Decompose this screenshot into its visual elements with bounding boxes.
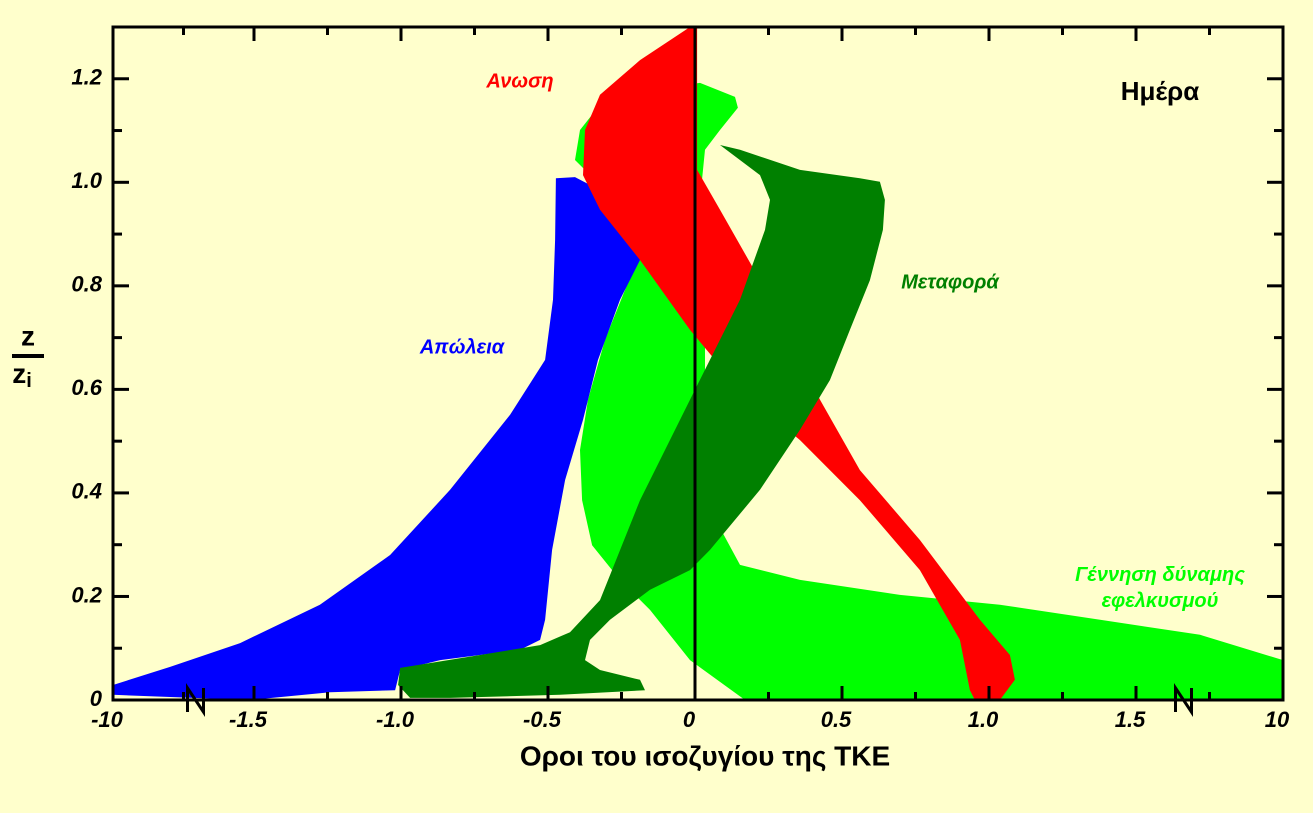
annotation: Ημέρα — [1121, 76, 1199, 106]
y-tick-label: 1.0 — [71, 168, 102, 193]
x-tick-label: 0.5 — [821, 707, 852, 732]
series-label: Μεταφορά — [901, 271, 1000, 293]
axis-break — [1174, 683, 1193, 717]
x-tick-label: 1.0 — [968, 707, 999, 732]
x-tick-label: 10 — [1265, 707, 1290, 732]
x-tick-label: -1.0 — [376, 707, 415, 732]
y-label-numerator: z — [21, 320, 35, 351]
band-area — [398, 145, 885, 698]
y-tick-label: 0.6 — [71, 375, 102, 400]
y-label-denominator-z: z — [12, 358, 26, 389]
series-label: Απώλεια — [419, 336, 506, 358]
y-tick-label: 0.4 — [71, 479, 102, 504]
axis-break — [186, 683, 205, 717]
x-axis-label: Οροι του ισοζυγίου της ΤΚΕ — [520, 740, 890, 771]
x-tick-label: -10 — [91, 707, 124, 732]
bands — [113, 27, 1283, 701]
y-tick-label: 0.2 — [71, 582, 102, 607]
band-area — [113, 177, 640, 701]
x-tick-label: -0.5 — [523, 707, 562, 732]
y-tick-label: 0 — [90, 686, 103, 711]
y-tick-label: 1.2 — [71, 65, 102, 90]
x-tick-label: 0 — [683, 707, 696, 732]
series-label: Γέννηση δύναμης εφελκυσμού — [1075, 564, 1245, 612]
x-tick-label: -1.5 — [229, 707, 268, 732]
x-tick-label: 1.5 — [1115, 707, 1146, 732]
y-label-subscript: i — [26, 370, 32, 392]
plot-frame — [111, 25, 1285, 702]
series-label: Ανωση — [485, 70, 553, 92]
y-label-denominator: zi — [12, 358, 32, 392]
axes: -10 -1.5 -1.0 -0.5 0 0.5 1.0 1.5 10 0 0.2 0.4 0.6 0.8… — [71, 25, 1290, 732]
y-tick-label: 0.8 — [71, 272, 102, 297]
